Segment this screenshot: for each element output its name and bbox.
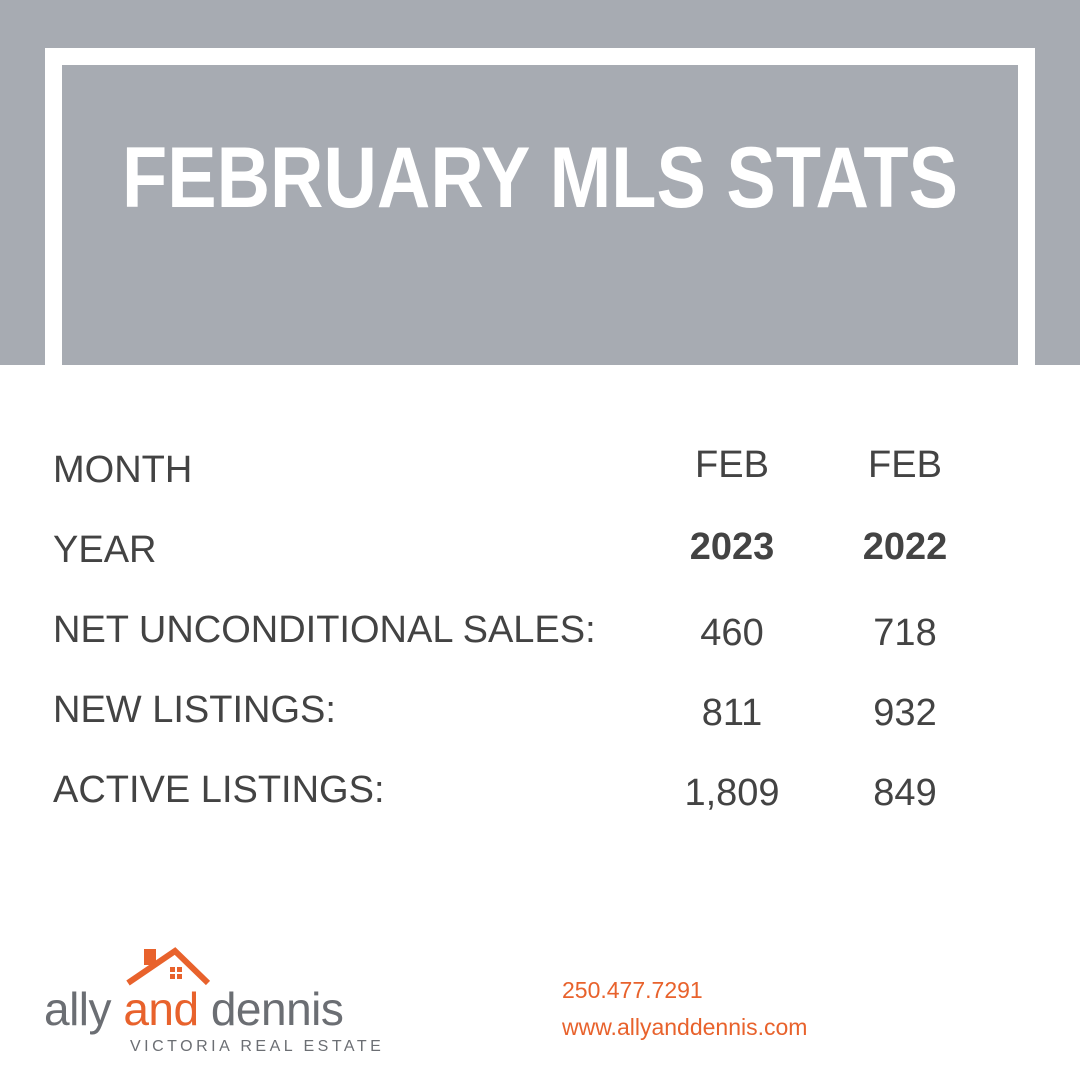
roof <box>126 947 211 986</box>
window <box>177 974 182 979</box>
cell-value: 718 <box>873 612 937 654</box>
logo-word: ally <box>44 983 112 1035</box>
cell-value: 1,809 <box>684 772 780 814</box>
logo-tagline: VICTORIA REAL ESTATE <box>130 1038 385 1055</box>
window <box>170 967 175 972</box>
logo-word: dennis <box>210 983 344 1035</box>
cell-value: 2023 <box>689 526 775 568</box>
cell-value: 932 <box>873 692 937 734</box>
cell-value: FEB <box>695 444 769 486</box>
cell-value: 2022 <box>862 526 948 568</box>
window <box>177 967 182 972</box>
row-label: NEW LISTINGS: <box>53 689 336 731</box>
cell-value: 811 <box>701 692 763 734</box>
row-label: MONTH <box>53 449 193 491</box>
cell-value: 849 <box>873 772 937 814</box>
row-label: ACTIVE LISTINGS: <box>53 769 385 811</box>
logo-word: and <box>123 983 199 1035</box>
chimney <box>144 949 156 965</box>
cell-value: FEB <box>868 444 942 486</box>
logo-name: ally and dennis <box>44 982 344 1036</box>
website[interactable]: www.allyanddennis.com <box>562 1014 808 1040</box>
window <box>170 974 175 979</box>
cell-value: 460 <box>700 612 764 654</box>
header-panel <box>62 65 1018 365</box>
row-label: NET UNCONDITIONAL SALES: <box>53 609 596 651</box>
phone: 250.477.7291 <box>562 977 703 1003</box>
title: FEBRUARY MLS STATS <box>122 130 958 226</box>
logo-house <box>126 947 211 986</box>
row-label: YEAR <box>53 529 157 571</box>
title-layer: FEBRUARY MLS STATS <box>122 130 958 226</box>
